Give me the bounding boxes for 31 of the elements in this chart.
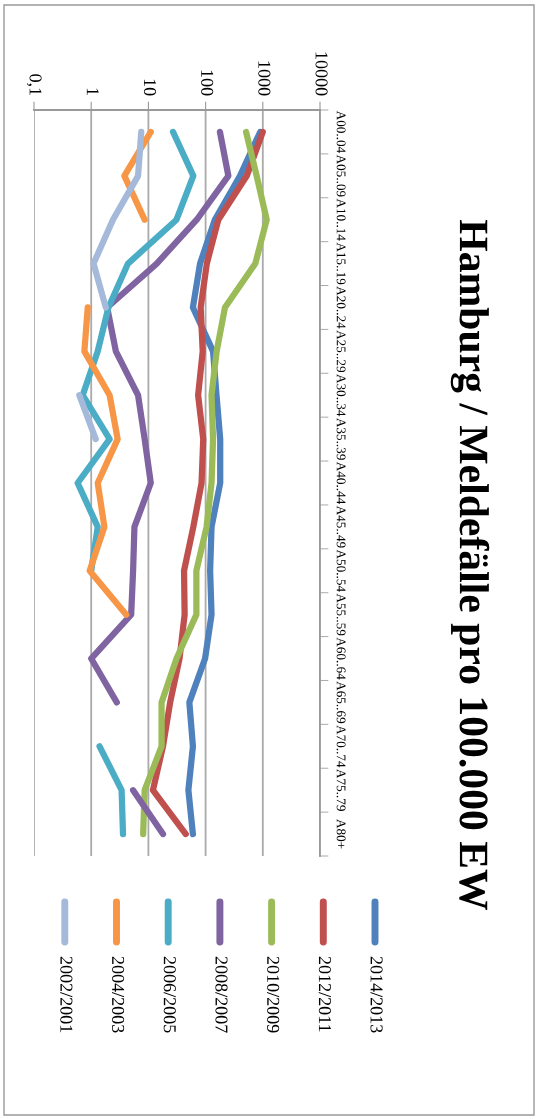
legend-label: 2004/2003 (111, 956, 125, 1033)
x-tick-label: 10000 (315, 52, 328, 96)
y-tick-label: A60..64 (336, 637, 346, 680)
legend-label: 2014/2013 (370, 956, 383, 1033)
y-tick-label: A10..14 (336, 198, 346, 241)
y-tick-label: A05..09 (336, 154, 346, 197)
legend-label: 2006/2005 (163, 956, 176, 1033)
legend-label: 2012/2011 (318, 956, 331, 1032)
y-tick-label: A35..39 (336, 417, 346, 460)
legend-label: 2010/2009 (267, 956, 280, 1033)
legend-label: 2008/2007 (215, 956, 228, 1033)
y-tick-label: A50..54 (336, 549, 346, 592)
legend-label: 2002/2001 (60, 956, 73, 1033)
y-tick-label: A40..44 (336, 461, 346, 505)
y-tick-label: A30..34 (336, 374, 346, 417)
y-tick-label: A80+ (336, 819, 346, 849)
x-tick-label: 1000 (258, 61, 271, 96)
x-tick-label: 10 (143, 79, 157, 96)
y-tick-label: A75..79 (336, 769, 346, 811)
y-tick-label: A25..29 (336, 330, 346, 373)
y-tick-label: A15..19 (336, 242, 346, 285)
x-tick-label: 100 (201, 70, 214, 96)
y-tick-label: A65..69 (336, 681, 346, 724)
x-tick-label: 1 (86, 88, 99, 96)
y-tick-label: A55..59 (336, 593, 346, 636)
y-tick-label: A70..74 (336, 725, 346, 768)
y-tick-label: A00..04 (336, 110, 346, 153)
y-tick-label: A45..49 (336, 505, 346, 548)
text: Hamburg / Meldefälle pro 100.000 EW (450, 220, 490, 911)
x-tick-label: 0,1 (26, 74, 42, 96)
y-tick-label: A20..24 (336, 286, 346, 329)
